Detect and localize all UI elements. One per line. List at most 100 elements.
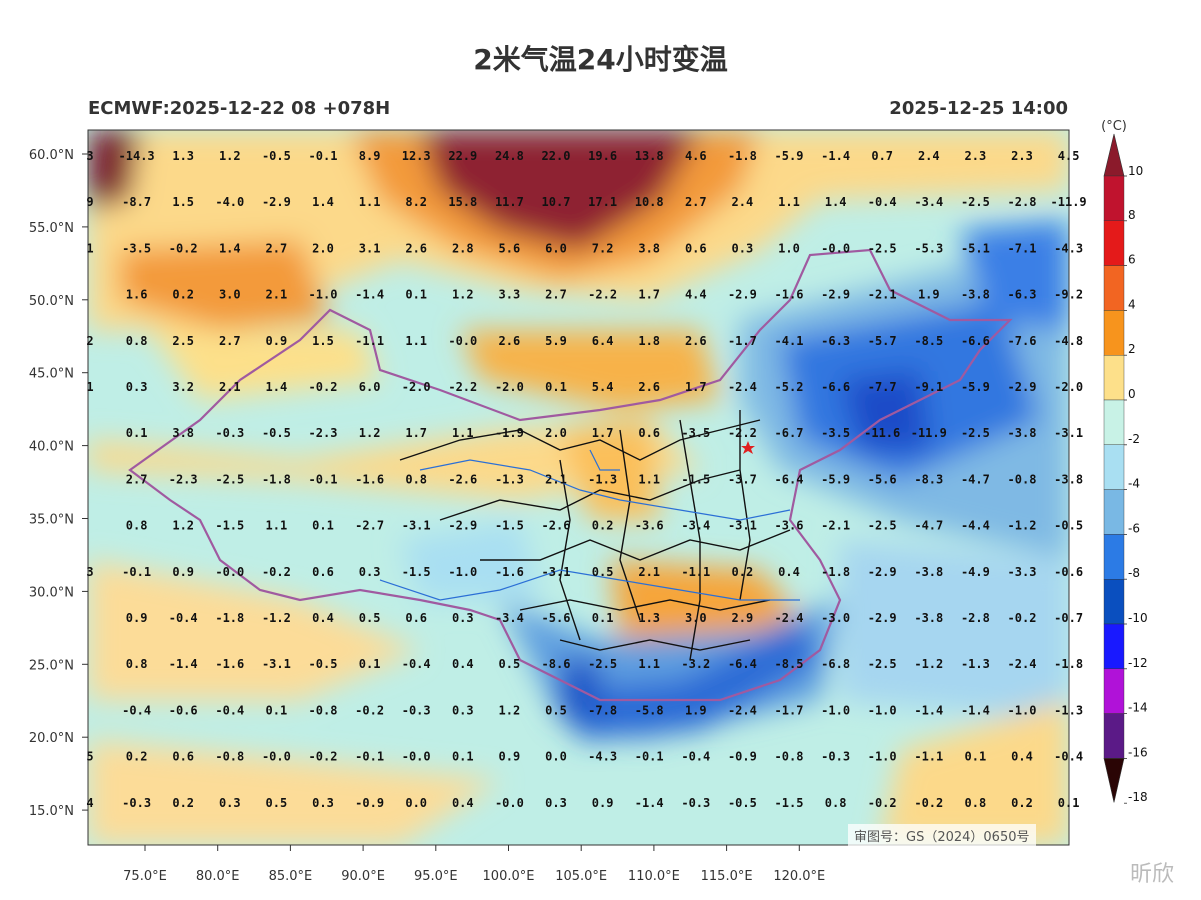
grid-value: -4.7 (961, 472, 990, 486)
grid-value: -1.8 (821, 565, 850, 579)
grid-value: -2.4 (1008, 657, 1037, 671)
grid-value: 0.8 (126, 334, 148, 348)
grid-value: 2.7 (126, 472, 148, 486)
grid-value: 1.9 (918, 288, 940, 302)
grid-value: -2.2 (448, 380, 477, 394)
grid-value: -0.0 (262, 750, 291, 764)
grid-value: 5.4 (592, 380, 614, 394)
grid-value: -2.4 (728, 380, 757, 394)
grid-value: -6.8 (821, 657, 850, 671)
grid-value: 0.3 (312, 796, 334, 810)
grid-value: -3.6 (775, 519, 804, 533)
grid-value: -2.3 (169, 472, 198, 486)
grid-value: -0.4 (1054, 750, 1083, 764)
grid-value: 0.4 (452, 657, 474, 671)
grid-value: -0.8 (215, 750, 244, 764)
colorbar-label: 2 (1128, 342, 1136, 356)
grid-value: -0.2 (169, 241, 198, 255)
grid-value: -1.4 (635, 796, 664, 810)
grid-value: 24.8 (495, 149, 524, 163)
grid-value: 0.6 (685, 241, 707, 255)
lon-tick-label: 115.0°E (701, 869, 753, 884)
grid-value: 3.0 (219, 288, 241, 302)
lat-tick-label: 25.0°N (29, 658, 74, 673)
lat-tick-label: 50.0°N (29, 294, 74, 309)
grid-value: 0.2 (1011, 796, 1033, 810)
grid-value: -2.4 (775, 611, 804, 625)
grid-value: -1.5 (681, 472, 710, 486)
grid-value: 17.1 (588, 195, 617, 209)
grid-value: -4.1 (775, 334, 804, 348)
grid-value: -11.9 (1051, 195, 1087, 209)
grid-value: 3.3 (499, 288, 521, 302)
grid-value: -2.9 (868, 565, 897, 579)
grid-value: -3.2 (681, 657, 710, 671)
grid-value: 0.3 (126, 380, 148, 394)
grid-value: -1.3 (495, 472, 524, 486)
grid-value: -1.2 (262, 611, 291, 625)
grid-value: -2.9 (1008, 380, 1037, 394)
grid-value: -4.9 (961, 565, 990, 579)
grid-value: 1.5 (312, 334, 334, 348)
grid-value: -6.6 (821, 380, 850, 394)
grid-value: 11.7 (495, 195, 524, 209)
grid-value: -1.3 (961, 657, 990, 671)
grid-value: -5.2 (775, 380, 804, 394)
grid-value: 1.1 (452, 426, 474, 440)
grid-value: -2.5 (868, 241, 897, 255)
grid-value: 8.2 (405, 195, 427, 209)
grid-value: 0.0 (545, 750, 567, 764)
grid-value: 1.2 (172, 519, 194, 533)
grid-value: 0.3 (732, 241, 754, 255)
grid-value: -8.6 (542, 657, 571, 671)
grid-value: -2.4 (728, 703, 757, 717)
grid-value: -0.1 (309, 472, 338, 486)
grid-value: -9.1 (914, 380, 943, 394)
lat-tick-label: 45.0°N (29, 367, 74, 382)
grid-value: -0.0 (402, 750, 431, 764)
grid-value: 0.1 (545, 380, 567, 394)
grid-value: 0.4 (452, 796, 474, 810)
grid-value: -2.1 (868, 288, 897, 302)
grid-value: 2.1 (545, 472, 567, 486)
model-run-label: ECMWF:2025-12-22 08 +078H (88, 98, 391, 119)
grid-value: -0.3 (402, 703, 431, 717)
colorbar-segment (1103, 220, 1125, 266)
grid-value: 0.3 (452, 703, 474, 717)
grid-value: -2.5 (961, 195, 990, 209)
grid-value: 15.8 (448, 195, 477, 209)
grid-value: -7.6 (1008, 334, 1037, 348)
grid-value: -0.1 (122, 565, 151, 579)
grid-value: -1.1 (355, 334, 384, 348)
grid-value: 1.3 (638, 611, 660, 625)
latitude-axis: 60.0°N 55.0°N 50.0°N 45.0°N 40.0°N 35.0°N 30.0… (29, 148, 88, 819)
grid-value: 2.4 (918, 149, 940, 163)
grid-value: 3.1 (359, 241, 381, 255)
colorbar-label: -4 (1128, 477, 1140, 491)
lon-tick-label: 90.0°E (341, 869, 385, 884)
lat-tick-label: 15.0°N (29, 804, 74, 819)
grid-value: -4.3 (588, 750, 617, 764)
grid-value: -7.7 (868, 380, 897, 394)
grid-value: 4.6 (685, 149, 707, 163)
grid-value: -4.3 (1054, 241, 1083, 255)
grid-value: 1.3 (172, 149, 194, 163)
grid-value: -0.8 (1008, 472, 1037, 486)
grid-value: 2.0 (545, 426, 567, 440)
grid-value: -3.4 (681, 519, 710, 533)
grid-value: 0.9 (126, 611, 148, 625)
grid-value: -3.0 (821, 611, 850, 625)
colorbar-label: 6 (1128, 253, 1136, 267)
grid-value: 0.8 (126, 657, 148, 671)
colorbar-cap-top (1103, 133, 1125, 177)
grid-value: -0.0 (448, 334, 477, 348)
grid-value: 0.1 (1058, 796, 1080, 810)
grid-value: 0.4 (1011, 750, 1033, 764)
grid-value: 0.4 (778, 565, 800, 579)
grid-value: -3.3 (1008, 565, 1037, 579)
grid-value: 2.7 (685, 195, 707, 209)
grid-value: 5 (86, 750, 93, 764)
grid-value: -0.1 (309, 149, 338, 163)
grid-value: -3.5 (122, 241, 151, 255)
